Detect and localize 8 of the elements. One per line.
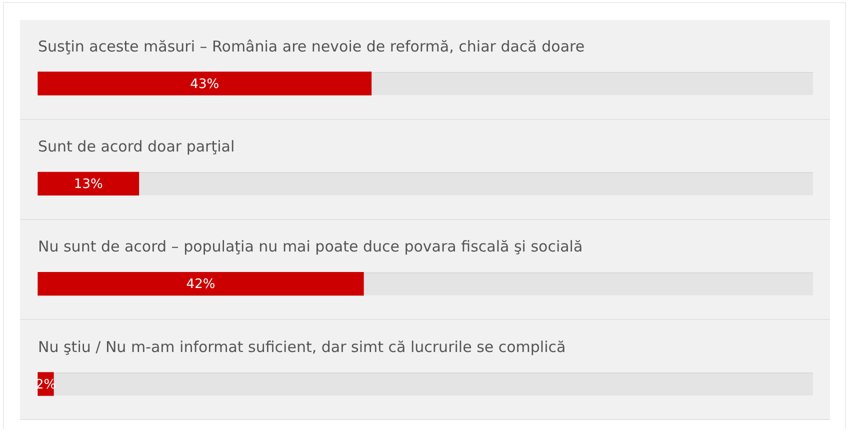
y-tick-label: Nu sunt de acord – populaţia nu mai poate duce povara fiscală şi socială <box>38 238 583 256</box>
y-tick-label: Susţin aceste măsuri – România are nevoie de reformă, chiar dacă doare <box>38 37 585 56</box>
y-tick-label: Nu ştiu / Nu m-am informat suficient, dar simt că lucrurile se complică <box>38 338 566 356</box>
data-label: 42% <box>186 277 216 292</box>
data-label: 43% <box>190 76 220 92</box>
data-label: 13% <box>74 177 103 192</box>
bar <box>38 172 140 196</box>
y-tick-label: Sunt de acord doar parţial <box>38 138 235 156</box>
